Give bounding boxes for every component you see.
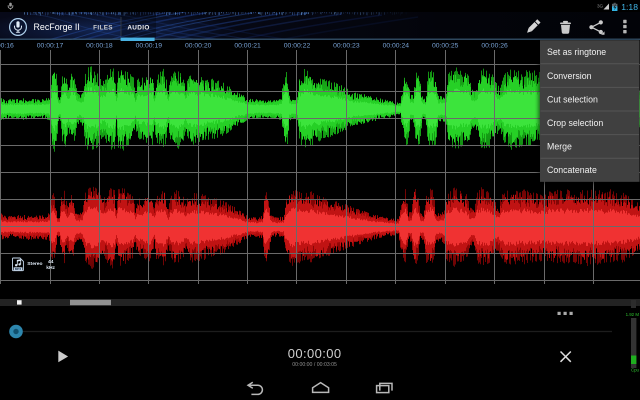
svg-text:Conversion: Conversion xyxy=(547,71,592,81)
svg-text:3G: 3G xyxy=(597,4,604,9)
svg-text:AUDIO: AUDIO xyxy=(127,24,149,31)
svg-text:00:00:23: 00:00:23 xyxy=(333,43,360,50)
svg-text:Crop selection: Crop selection xyxy=(547,118,603,128)
svg-text:MP3: MP3 xyxy=(15,267,22,271)
svg-text:00:00:24: 00:00:24 xyxy=(383,43,410,50)
svg-text:1:18: 1:18 xyxy=(621,2,638,12)
svg-text:Cpu: Cpu xyxy=(631,368,640,373)
svg-text:FILES: FILES xyxy=(93,24,113,31)
svg-text:RecForge II: RecForge II xyxy=(34,22,80,32)
svg-text:00:00:26: 00:00:26 xyxy=(481,43,508,50)
svg-text:44: 44 xyxy=(48,259,54,265)
svg-text:1.92 M: 1.92 M xyxy=(626,312,640,317)
svg-text:00:00:00: 00:00:00 xyxy=(288,346,342,361)
svg-text:Stereo: Stereo xyxy=(27,261,42,267)
svg-text:00:00:21: 00:00:21 xyxy=(234,43,261,50)
svg-text:00:00:22: 00:00:22 xyxy=(284,43,311,50)
svg-text:Concatenate: Concatenate xyxy=(547,165,597,175)
svg-text:Cut selection: Cut selection xyxy=(547,94,598,104)
svg-text:00:00:17: 00:00:17 xyxy=(37,43,64,50)
svg-text:Merge: Merge xyxy=(547,142,572,152)
svg-text:00:00:16: 00:00:16 xyxy=(0,43,14,50)
svg-text:00:00:00 / 00:03:05: 00:00:00 / 00:03:05 xyxy=(292,362,337,368)
svg-text:00:00:18: 00:00:18 xyxy=(86,43,113,50)
svg-text:00:00:25: 00:00:25 xyxy=(432,43,459,50)
svg-text:kHz: kHz xyxy=(46,265,55,271)
svg-text:Set as ringtone: Set as ringtone xyxy=(547,47,606,57)
svg-text:00:00:19: 00:00:19 xyxy=(136,43,163,50)
svg-text:00:00:20: 00:00:20 xyxy=(185,43,212,50)
